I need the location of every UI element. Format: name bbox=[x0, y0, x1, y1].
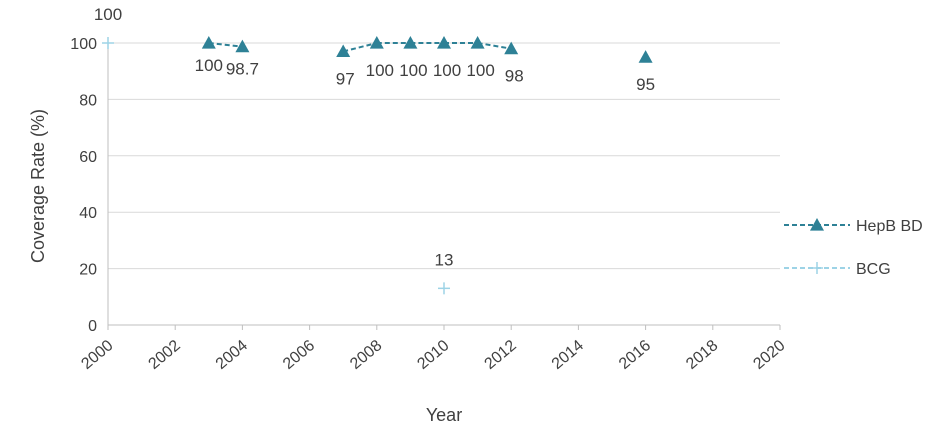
y-tick-label: 100 bbox=[70, 36, 97, 53]
x-tick-label: 2012 bbox=[482, 337, 520, 373]
x-tick-label: 2010 bbox=[414, 337, 452, 373]
triangle-marker bbox=[336, 44, 351, 58]
legend-label: BCG bbox=[856, 261, 891, 278]
legend-label: HepB BD bbox=[856, 218, 923, 235]
y-tick-label: 0 bbox=[88, 318, 97, 335]
series-line-segment bbox=[208, 42, 243, 48]
y-tick-label: 60 bbox=[79, 149, 97, 166]
plus-marker bbox=[438, 282, 450, 295]
data-label: 100 bbox=[466, 61, 494, 80]
data-label: 100 bbox=[399, 61, 427, 80]
triangle-marker bbox=[235, 39, 250, 53]
triangle-marker bbox=[369, 36, 384, 49]
triangle-marker bbox=[504, 41, 519, 55]
data-label: 100 bbox=[94, 5, 122, 24]
series-line-segment bbox=[342, 42, 378, 53]
data-label: 98.7 bbox=[226, 60, 259, 79]
x-axis-title: Year bbox=[426, 405, 462, 425]
y-tick-label: 20 bbox=[79, 262, 97, 279]
data-label: 100 bbox=[195, 56, 223, 75]
data-label: 95 bbox=[636, 75, 655, 94]
x-tick-label: 2002 bbox=[146, 337, 184, 373]
axes bbox=[107, 43, 781, 330]
x-tick-label: 2018 bbox=[683, 337, 721, 373]
data-label: 13 bbox=[435, 250, 454, 269]
series-markers bbox=[102, 36, 653, 295]
triangle-marker bbox=[638, 50, 653, 63]
x-tick-label: 2000 bbox=[78, 337, 116, 373]
plus-marker bbox=[811, 262, 823, 274]
data-label: 98 bbox=[505, 67, 524, 86]
legend: HepB BD BCG bbox=[784, 218, 923, 278]
x-tick-label: 2016 bbox=[616, 337, 654, 373]
x-tick-label: 2006 bbox=[280, 337, 318, 373]
triangle-marker bbox=[437, 36, 451, 49]
y-axis-ticks: 0 20 40 60 80 100 bbox=[70, 36, 97, 335]
y-tick-label: 80 bbox=[79, 92, 97, 109]
data-label: 100 bbox=[433, 61, 461, 80]
series-lines bbox=[208, 42, 512, 53]
y-tick-label: 40 bbox=[79, 205, 97, 222]
legend-item: BCG bbox=[784, 261, 891, 278]
series-line-segment bbox=[477, 42, 512, 50]
triangle-marker bbox=[470, 36, 485, 49]
triangle-marker bbox=[810, 218, 824, 231]
triangle-marker bbox=[201, 36, 216, 49]
x-tick-label: 2008 bbox=[347, 337, 385, 373]
x-tick-label: 2004 bbox=[213, 337, 251, 373]
x-axis-ticks: 2000 2002 2004 2006 2008 2010 2012 2014 2016 2018… bbox=[78, 337, 788, 373]
x-tick-label: 2014 bbox=[549, 337, 587, 373]
y-axis-title: Coverage Rate (%) bbox=[28, 109, 48, 263]
data-label: 97 bbox=[336, 69, 355, 88]
x-tick-label: 2020 bbox=[750, 337, 788, 373]
data-label: 100 bbox=[366, 61, 394, 80]
plus-marker bbox=[102, 37, 114, 49]
legend-item: HepB BD bbox=[784, 218, 923, 235]
triangle-marker bbox=[403, 36, 418, 49]
